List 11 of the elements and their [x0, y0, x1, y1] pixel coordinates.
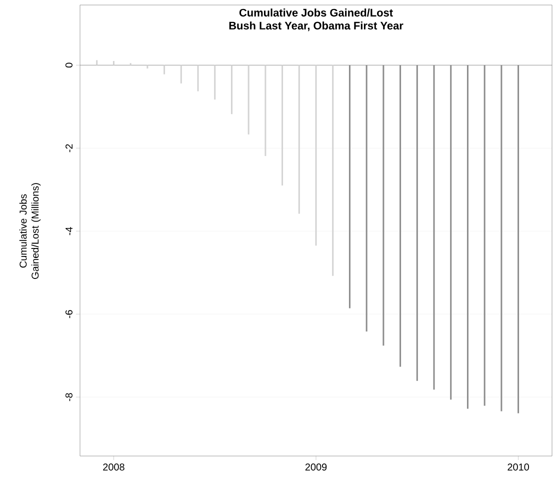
y-tick-label: -8: [65, 393, 72, 402]
chart-title: Cumulative Jobs Gained/Lost: [239, 8, 393, 17]
text: Bush Last Year, Obama First Year: [229, 21, 404, 32]
x-tick-label: 2008: [103, 464, 124, 471]
y-tick-label: -2: [66, 144, 72, 152]
y-tick-label: -6: [65, 310, 72, 318]
x-tick-label: 2009: [305, 464, 327, 471]
y-tick-label: -4: [66, 226, 72, 236]
x-tick-label: 2010: [508, 464, 529, 471]
y-axis-title: Cumulative Jobs Gained/Lost (Millions): [19, 183, 41, 279]
y-tick-label: 0: [65, 62, 72, 68]
